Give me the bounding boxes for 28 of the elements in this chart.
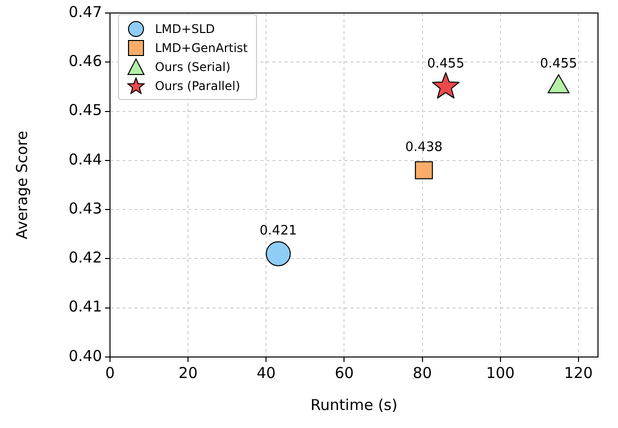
data-label: 0.455: [540, 56, 578, 72]
x-tick-label: 120: [564, 364, 593, 382]
x-tick-label: 80: [412, 364, 432, 382]
point: [414, 161, 433, 180]
y-tick-label: 0.45: [68, 101, 102, 120]
legend-label: Ours (Parallel): [155, 78, 240, 92]
x-tick-label: 40: [256, 364, 276, 382]
y-tick-label: 0.40: [68, 346, 102, 365]
x-tick-label: 0: [105, 364, 115, 382]
y-tick-label: 0.47: [68, 2, 102, 21]
point: [432, 72, 460, 99]
legend-label: LMD+GenArtist: [155, 40, 248, 54]
legend-label: LMD+SLD: [155, 22, 215, 36]
legend-label: Ours (Serial): [155, 60, 230, 74]
point: [266, 241, 291, 266]
y-tick-label: 0.44: [68, 150, 102, 168]
y-tick-label: 0.42: [68, 248, 102, 267]
x-axis-title: Runtime (s): [310, 396, 398, 414]
x-tick-label: 60: [334, 364, 354, 382]
data-label: 0.421: [260, 224, 297, 239]
y-axis-title: Average Score: [12, 130, 31, 240]
x-tick-label: 100: [486, 364, 515, 382]
x-tick-label: 20: [178, 364, 198, 382]
y-tick-label: 0.46: [68, 52, 102, 70]
data-label: 0.438: [405, 140, 442, 156]
y-tick-label: 0.43: [68, 199, 102, 218]
y-tick-label: 0.41: [68, 298, 102, 316]
data-label: 0.455: [427, 56, 464, 72]
